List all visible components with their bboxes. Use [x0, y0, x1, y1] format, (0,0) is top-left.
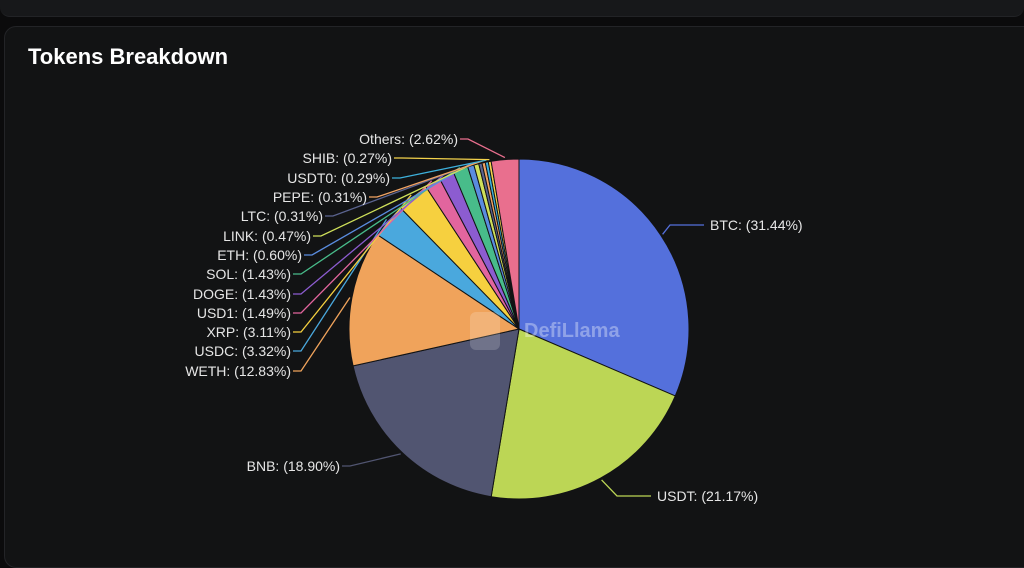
leader-line-usdt	[601, 479, 651, 497]
slice-label-usdc: USDC: (3.32%)	[195, 343, 291, 359]
pie-slice-bnb[interactable]	[352, 328, 520, 498]
slice-label-sol: SOL: (1.43%)	[206, 266, 291, 282]
card-title: Tokens Breakdown	[28, 44, 229, 69]
leader-line-shib	[394, 157, 490, 161]
watermark-text: DefiLlama	[524, 320, 620, 342]
slice-label-usdt0: USDT0: (0.29%)	[287, 170, 390, 186]
slice-label-link: LINK: (0.47%)	[223, 228, 311, 244]
slice-label-pepe: PEPE: (0.31%)	[273, 189, 367, 205]
pie-chart: DefiLlama BTC: (31.44%) USDT: (21.17%) BNB…	[185, 131, 803, 504]
leader-line-others	[460, 138, 506, 159]
pie-slice-btc[interactable]	[518, 158, 690, 397]
leader-line-btc	[662, 224, 704, 235]
llama-logo-icon	[470, 312, 500, 350]
pie-slice-usdt[interactable]	[490, 328, 676, 500]
slice-label-weth: WETH: (12.83%)	[185, 363, 291, 379]
slice-label-doge: DOGE: (1.43%)	[193, 286, 291, 302]
leader-line-bnb	[342, 453, 401, 467]
leader-line-xrp	[293, 194, 412, 333]
slice-label-btc: BTC: (31.44%)	[710, 217, 803, 233]
slice-label-ltc: LTC: (0.31%)	[241, 208, 323, 224]
slice-label-shib: SHIB: (0.27%)	[303, 150, 392, 166]
defillama-watermark: DefiLlama	[470, 312, 620, 350]
leader-line-link	[313, 161, 477, 237]
leader-line-usd1	[293, 180, 433, 314]
leader-line-pepe	[369, 160, 484, 198]
leader-line-doge	[293, 172, 447, 295]
top-panel-edge	[0, 0, 1024, 17]
leader-line-usdc	[293, 218, 388, 352]
leader-line-usdt0	[392, 159, 487, 179]
slice-label-bnb: BNB: (18.90%)	[247, 458, 340, 474]
slice-label-xrp: XRP: (3.11%)	[206, 324, 291, 340]
slice-label-eth: ETH: (0.60%)	[217, 247, 302, 263]
pie-slice-others[interactable]	[490, 158, 520, 330]
slice-label-usdt: USDT: (21.17%)	[657, 488, 758, 504]
leader-line-ltc	[325, 160, 481, 217]
leader-line-weth	[293, 297, 351, 372]
leader-line-sol	[293, 166, 461, 275]
slice-label-others: Others: (2.62%)	[359, 131, 458, 147]
slice-label-usd1: USD1: (1.49%)	[197, 305, 291, 321]
leader-line-eth	[304, 163, 471, 256]
